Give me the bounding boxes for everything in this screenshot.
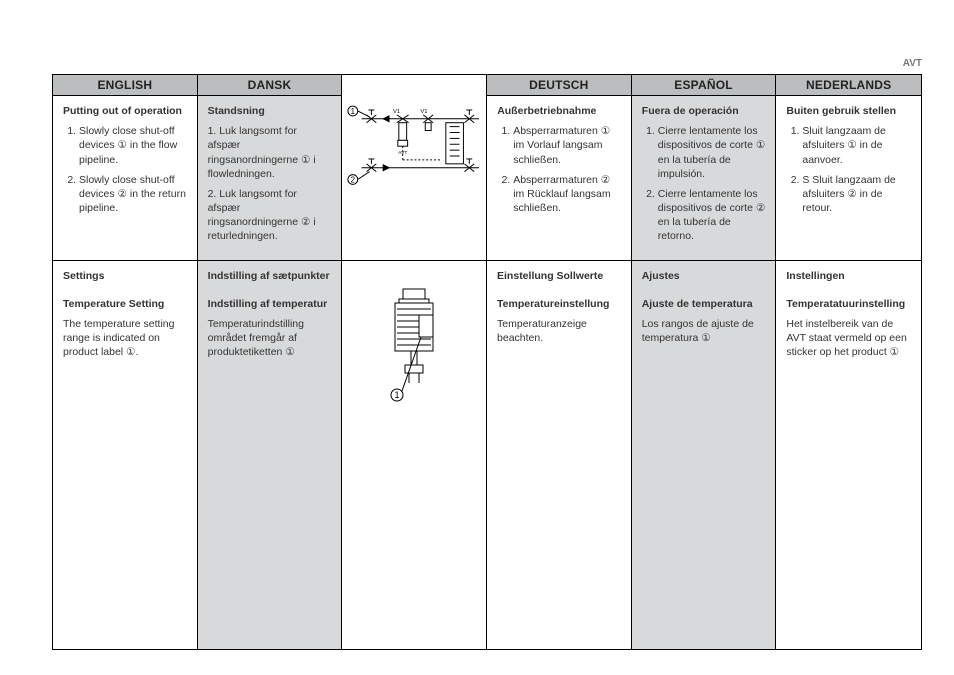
header-diagram-blank [342, 75, 487, 96]
nl-sec2: Instellingen Temperatatuurinstelling Het… [776, 261, 921, 649]
flow-diagram: 1 2 [342, 96, 486, 216]
nl-sec1-title: Buiten gebruik stellen [786, 104, 911, 118]
es-sec2-body: Los rangos de ajuste de temperatura ① [642, 317, 766, 345]
en-sec2-title2: Temperature Setting [63, 297, 187, 311]
svg-text:1: 1 [395, 390, 400, 400]
svg-text:2: 2 [351, 175, 355, 184]
actuator-diagram: 1 [342, 261, 486, 431]
es-step2: Cierre lentamente los dispositivos de co… [658, 187, 766, 244]
de-sec1: Außerbetriebnahme Absperrarmaturen ① im … [487, 96, 631, 231]
de-step1: Absperrarmaturen ① im Vorlauf langsam sc… [513, 124, 621, 167]
da-sec1: Standsning 1. Luk langsomt for afspær ri… [198, 96, 342, 260]
es-sec1: Fuera de operación Cierre lentamente los… [632, 96, 776, 260]
header-deutsch: DEUTSCH [487, 75, 631, 96]
circled-one-icon: ① [701, 332, 710, 344]
circled-one-icon: ① [847, 139, 856, 151]
en-sec2: Settings Temperature Setting The tempera… [53, 261, 197, 649]
row-settings: Settings Temperature Setting The tempera… [53, 261, 921, 649]
en-step1: Slowly close shut-off devices ① in the f… [79, 124, 187, 167]
svg-text:V1: V1 [421, 109, 428, 115]
en-sec2-title1: Settings [63, 269, 187, 283]
content-table: ENGLISH DANSK DEUTSCH ESPAÑOL NEDERLANDS… [52, 74, 922, 650]
header-dansk: DANSK [198, 75, 342, 96]
svg-text:V1: V1 [393, 109, 400, 115]
es-sec2-title2: Ajuste de temperatura [642, 297, 766, 311]
en-sec1-title: Putting out of operation [63, 104, 187, 118]
nl-step2: S Sluit langzaam de afsluiters ② in de r… [802, 173, 911, 216]
da-step1: 1. Luk langsomt for afspær ringsanordnin… [208, 124, 332, 181]
de-sec2-title2: Temperatureinstellung [497, 297, 621, 311]
da-sec1-title: Standsning [208, 104, 332, 118]
circled-one-icon: ① [601, 125, 610, 137]
circled-two-icon: ② [301, 216, 310, 228]
header-row: ENGLISH DANSK DEUTSCH ESPAÑOL NEDERLANDS [53, 75, 921, 96]
circled-one-icon: ① [285, 346, 294, 358]
nl-sec2-title1: Instellingen [786, 269, 911, 283]
circled-one-icon: ① [301, 154, 310, 166]
circled-one-icon: ① [756, 139, 765, 151]
page-top-label: AVT [903, 58, 922, 69]
de-sec1-title: Außerbetriebnahme [497, 104, 621, 118]
da-sec2-title2: Indstilling af temperatur [208, 297, 332, 311]
es-sec2: Ajustes Ajuste de temperatura Los rangos… [632, 261, 776, 649]
de-step2: Absperrarmaturen ② im Rücklauf langsam s… [513, 173, 621, 216]
circled-one-icon: ① [890, 346, 899, 358]
es-sec2-title1: Ajustes [642, 269, 766, 283]
header-english: ENGLISH [53, 75, 197, 96]
da-sec2-body: Temperaturindstilling området fremgår af… [208, 317, 332, 360]
circled-two-icon: ② [118, 188, 127, 200]
nl-sec2-body: Het instelbereik van de AVT staat vermel… [786, 317, 911, 360]
es-step1: Cierre lentamente los dispositivos de co… [658, 124, 766, 181]
header-nederlands: NEDERLANDS [776, 75, 921, 96]
es-sec1-title: Fuera de operación [642, 104, 766, 118]
svg-text:1: 1 [351, 107, 355, 116]
nl-sec2-title2: Temperatatuurinstelling [786, 297, 911, 311]
en-sec1: Putting out of operation Slowly close sh… [53, 96, 197, 231]
circled-two-icon: ② [756, 202, 765, 214]
circled-two-icon: ② [847, 188, 856, 200]
da-sec2: Indstilling af sætpunkter Indstilling af… [198, 261, 342, 649]
de-sec2-body: Temperaturanzeige beachten. [497, 317, 621, 345]
en-step2: Slowly close shut-off devices ② in the r… [79, 173, 187, 216]
circled-two-icon: ② [601, 174, 610, 186]
da-sec2-title1: Indstilling af sætpunkter [208, 269, 332, 283]
en-sec2-body: The temperature setting range is indicat… [63, 317, 187, 360]
row-operation: Putting out of operation Slowly close sh… [53, 96, 921, 261]
de-sec2: Einstellung Sollwerte Temperatureinstell… [487, 261, 631, 649]
de-sec2-title1: Einstellung Sollwerte [497, 269, 621, 283]
nl-step1: Sluit langzaam de afsluiters ① in de aan… [802, 124, 911, 167]
da-step2: 2. Luk langsomt for afspær ringsanordnin… [208, 187, 332, 244]
circled-one-icon: ① [118, 139, 127, 151]
header-espanol: ESPAÑOL [632, 75, 776, 96]
nl-sec1: Buiten gebruik stellen Sluit langzaam de… [776, 96, 921, 231]
